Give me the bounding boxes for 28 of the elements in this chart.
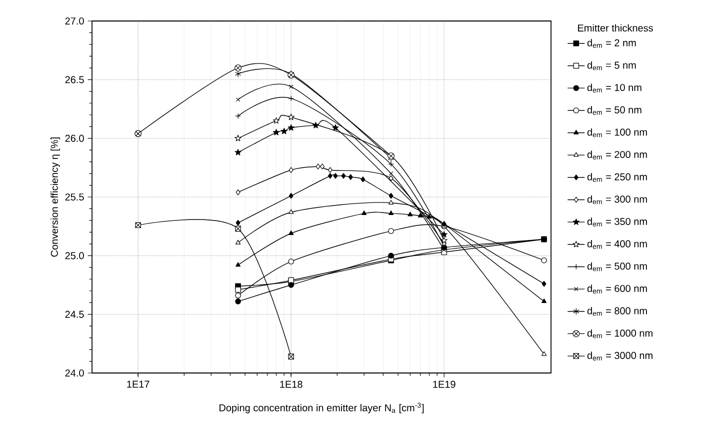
legend-label: d$_{em}$ = 250 nm: [587, 173, 647, 182]
legend-label: d$_{em}$ = 10 nm: [587, 84, 642, 92]
x-axis-title: Doping concentration in emitter layer N$_{a}$ [cm$^{-3}$]: [220, 402, 424, 414]
legend-label: d$_{em}$ = 300 nm: [587, 195, 647, 204]
legend-label: d$_{em}$ = 100 nm: [587, 128, 647, 138]
x-tick-label: 1E17: [127, 380, 150, 388]
y-axis-title: Conversion efficiency η [%]: [50, 138, 60, 257]
legend-label: d$_{em}$ = 600 nm: [587, 284, 647, 294]
x-tick-label: 1E18: [280, 380, 302, 388]
y-tick-label: 25.0: [65, 252, 84, 260]
y-tick-label: 24.5: [65, 310, 84, 318]
legend-label: d$_{em}$ = 3000 nm: [587, 352, 652, 360]
y-tick-label: 24.0: [65, 369, 84, 377]
y-tick-label: 26.0: [65, 134, 84, 142]
legend-label: d$_{em}$ = 400 nm: [587, 240, 647, 249]
legend-label: d$_{em}$ = 2 nm: [587, 39, 636, 48]
y-tick-label: 27.0: [65, 17, 84, 25]
legend-label: d$_{em}$ = 50 nm: [587, 106, 642, 115]
legend-label: d$_{em}$ = 500 nm: [587, 262, 647, 272]
y-tick-label: 26.5: [65, 76, 84, 84]
x-tick-label: 1E19: [433, 380, 456, 388]
legend-label: d$_{em}$ = 350 nm: [587, 218, 647, 226]
legend-label: d$_{em}$ = 1000 nm: [587, 329, 652, 338]
legend-title: Emitter thickness: [578, 24, 653, 32]
legend-label: d$_{em}$ = 800 nm: [587, 307, 647, 316]
legend-label: d$_{em}$ = 200 nm: [587, 150, 647, 160]
y-tick-label: 25.5: [65, 193, 84, 201]
legend-label: d$_{em}$ = 5 nm: [587, 61, 636, 70]
